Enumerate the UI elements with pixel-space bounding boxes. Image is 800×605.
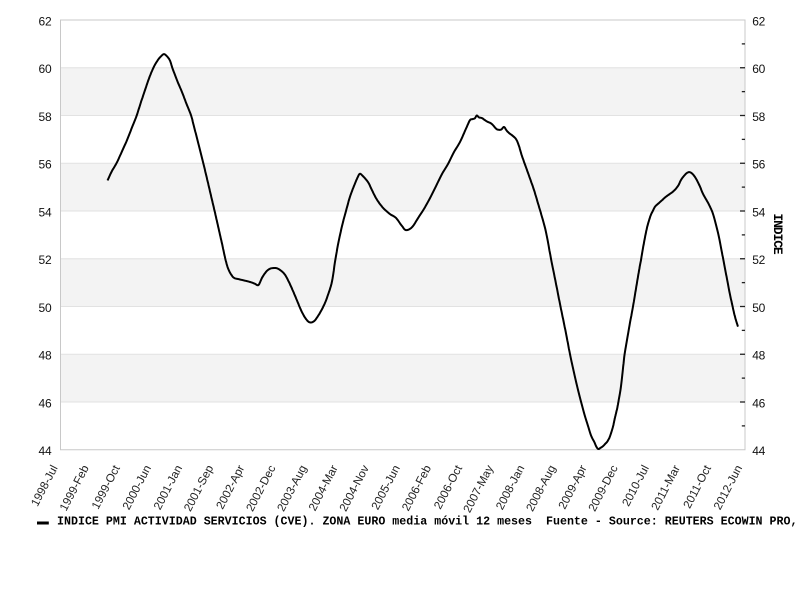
svg-text:58: 58: [752, 110, 765, 124]
svg-text:44: 44: [752, 444, 765, 458]
svg-text:54: 54: [752, 205, 765, 219]
svg-text:INDICE: INDICE: [770, 213, 785, 255]
svg-text:44: 44: [39, 444, 52, 458]
svg-text:62: 62: [39, 14, 52, 28]
svg-text:52: 52: [39, 253, 52, 267]
svg-text:58: 58: [39, 110, 52, 124]
svg-text:INDICE PMI ACTIVIDAD SERVICIOS: INDICE PMI ACTIVIDAD SERVICIOS (CVE). ZO…: [57, 516, 797, 529]
svg-text:48: 48: [752, 349, 765, 363]
svg-text:50: 50: [752, 301, 765, 315]
svg-text:46: 46: [39, 396, 52, 410]
svg-text:56: 56: [752, 158, 765, 172]
svg-text:48: 48: [39, 349, 52, 363]
svg-text:60: 60: [752, 62, 765, 76]
svg-text:62: 62: [752, 14, 765, 28]
svg-text:54: 54: [39, 205, 52, 219]
svg-text:46: 46: [752, 396, 765, 410]
svg-text:60: 60: [39, 62, 52, 76]
svg-text:52: 52: [752, 253, 765, 267]
svg-text:56: 56: [39, 158, 52, 172]
svg-text:50: 50: [39, 301, 52, 315]
